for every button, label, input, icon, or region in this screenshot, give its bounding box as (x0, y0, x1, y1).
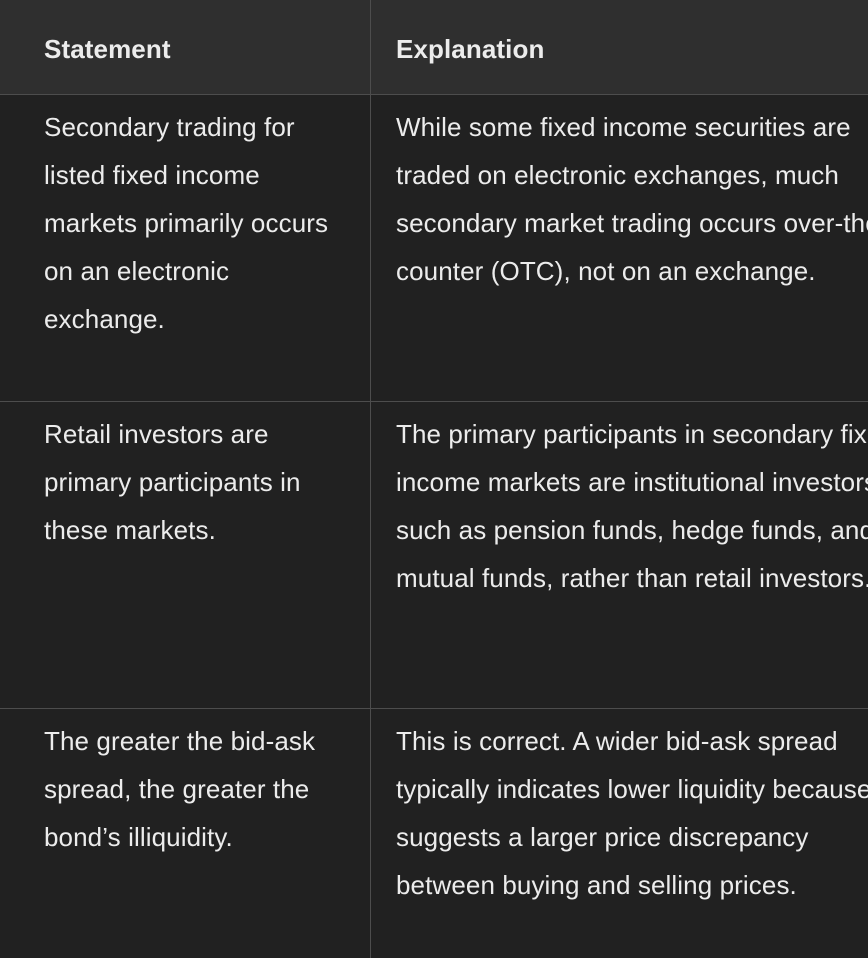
statement-cell: Secondary trading for listed fixed incom… (0, 94, 371, 402)
statement-text: Retail investors are primary participant… (44, 419, 301, 545)
explanation-cell: While some fixed income securities are t… (370, 94, 868, 402)
table-row: Retail investors are primary participant… (0, 401, 868, 709)
explanation-text: While some fixed income securities are t… (396, 112, 868, 286)
explanation-cell: The primary participants in secondary fi… (370, 401, 868, 709)
table-header-row: Statement Explanation (0, 0, 868, 95)
explanation-cell: This is correct. A wider bid-ask spread … (370, 708, 868, 958)
explanation-text: This is correct. A wider bid-ask spread … (396, 726, 868, 900)
statement-cell: The greater the bid-ask spread, the grea… (0, 708, 371, 958)
statement-text: The greater the bid-ask spread, the grea… (44, 726, 316, 852)
column-header-statement: Statement (0, 0, 371, 95)
statement-text: Secondary trading for listed fixed incom… (44, 112, 329, 334)
statement-cell: Retail investors are primary participant… (0, 401, 371, 709)
explanation-text: The primary participants in secondary fi… (396, 419, 868, 593)
table-row: Secondary trading for listed fixed incom… (0, 94, 868, 402)
table-row: The greater the bid-ask spread, the grea… (0, 708, 868, 958)
column-header-explanation: Explanation (370, 0, 868, 95)
